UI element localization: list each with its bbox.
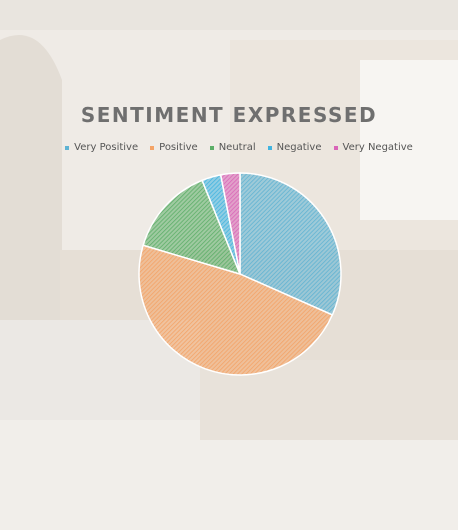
- legend-swatch-very-positive: [65, 145, 70, 150]
- chart-legend: Very Positive Positive Neutral Negative …: [0, 142, 458, 153]
- legend-swatch-positive: [150, 145, 155, 150]
- legend-swatch-negative: [267, 145, 272, 150]
- chart-title: SENTIMENT EXPRESSED: [80, 103, 378, 127]
- legend-item-negative: Negative: [267, 142, 322, 153]
- pie-slice-very-positive: [239, 172, 342, 316]
- pie-slice-neutral: [142, 179, 242, 276]
- legend-item-positive: Positive: [150, 142, 198, 153]
- legend-swatch-very-negative: [333, 145, 338, 150]
- legend-item-neutral: Neutral: [209, 142, 256, 153]
- legend-label-very-positive: Very Positive: [74, 142, 139, 153]
- pie-slice-very-negative: [219, 172, 241, 275]
- legend-label-neutral: Neutral: [218, 142, 256, 153]
- legend-item-very-negative: Very Negative: [333, 142, 413, 153]
- legend-swatch-neutral: [209, 145, 214, 150]
- legend-label-very-negative: Very Negative: [342, 142, 413, 153]
- pie-slice-positive: [138, 244, 334, 376]
- legend-label-negative: Negative: [276, 142, 322, 153]
- legend-label-positive: Positive: [159, 142, 198, 153]
- legend-item-very-positive: Very Positive: [65, 142, 138, 153]
